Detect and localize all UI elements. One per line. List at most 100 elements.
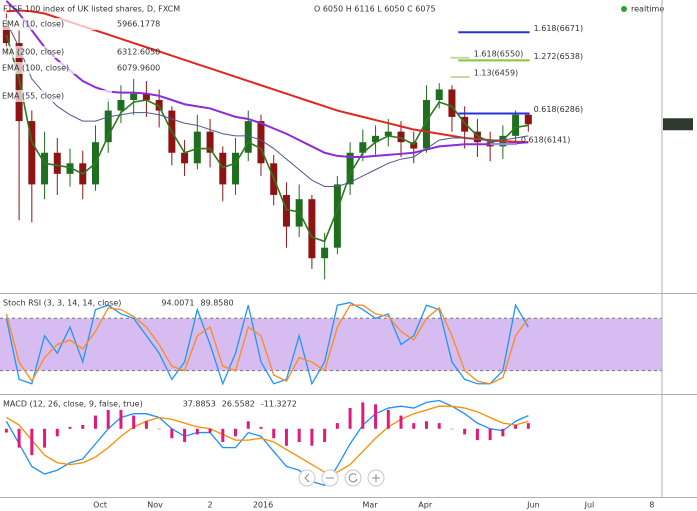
candle-body — [41, 152, 49, 185]
histogram-bar — [412, 423, 416, 429]
indicator-line — [5, 34, 529, 243]
histogram-bar — [361, 402, 365, 429]
realtime-indicator — [621, 6, 627, 12]
reset-button[interactable] — [344, 469, 362, 487]
legend-value: 89.8580 — [200, 299, 233, 308]
labels: 1.618(6671) 1.618(6550) 1.272(6538) 1.13(64… — [0, 5, 693, 510]
fib-label: 1.618(6671) — [534, 24, 584, 33]
candle-body — [346, 152, 354, 185]
plot-area — [0, 0, 662, 487]
candle-body — [193, 131, 201, 164]
fib-label: 0.618(6141) — [521, 136, 571, 145]
histogram-bar — [514, 425, 518, 429]
histogram-bar — [450, 428, 454, 430]
candle-body — [308, 199, 316, 259]
candle-body — [104, 110, 112, 143]
candle-body — [28, 121, 36, 185]
histogram-bar — [55, 428, 59, 437]
legend-name: EMA (10, close) — [2, 20, 64, 29]
legend-box — [0, 62, 112, 74]
candle-body — [257, 121, 265, 164]
histogram-bar — [463, 428, 467, 435]
x-tick-label: Oct — [93, 501, 107, 510]
histogram-bar — [501, 428, 505, 437]
histogram-bar — [272, 428, 276, 439]
legend-value: 26.5582 — [222, 400, 255, 409]
indicator-title: Stoch RSI (3, 3, 14, 14, close) — [3, 299, 121, 308]
histogram-bar — [132, 415, 136, 429]
legend-value: -11.3272 — [261, 400, 297, 409]
histogram-bar — [374, 404, 378, 429]
indicator-line — [5, 301, 529, 386]
indicator-title: MACD (12, 26, close, 9, false, true) — [3, 400, 143, 409]
fib-label: 1.618(6550) — [474, 49, 524, 58]
histogram-bar — [93, 415, 97, 429]
histogram-bar — [30, 428, 34, 456]
histogram-bar — [488, 428, 492, 441]
scroll-left-button[interactable] — [298, 469, 316, 487]
histogram-bar — [475, 428, 479, 441]
histogram-bar — [386, 409, 390, 429]
candle-body — [448, 89, 456, 117]
histogram-bar — [208, 428, 212, 433]
candle-body — [142, 93, 150, 101]
candle-body — [181, 152, 189, 164]
x-tick-label: Mar — [363, 501, 379, 510]
histogram-bar — [424, 421, 428, 429]
zoom-controls — [298, 469, 385, 487]
histogram-bar — [310, 428, 314, 446]
last-price-label: 6235 — [667, 120, 687, 129]
candle-body — [206, 131, 214, 153]
candle-body — [333, 184, 341, 248]
histogram-bar — [43, 428, 47, 448]
legend-name: EMA (100, close) — [2, 64, 69, 73]
histogram-bar — [323, 428, 327, 442]
x-tick-label: Jun — [526, 501, 540, 510]
candle-body — [117, 100, 125, 111]
x-tick-label: 2016 — [253, 501, 273, 510]
histogram-bar — [183, 428, 187, 442]
last-price-tag — [663, 118, 693, 131]
candle-body — [282, 194, 290, 227]
fib-label: 0.618(6286) — [534, 105, 584, 114]
zoom-out-button[interactable] — [321, 469, 339, 487]
candle-body — [155, 100, 163, 111]
x-tick-label: Nov — [147, 501, 163, 510]
zoom-in-button[interactable] — [367, 469, 385, 487]
histogram-bar — [246, 421, 250, 429]
legend-value: 37.8853 — [183, 400, 216, 409]
histogram-bar — [195, 428, 199, 435]
legend-value: 6312.6050 — [117, 48, 160, 57]
histogram-bar — [234, 428, 238, 437]
fib-label: 1.272(6538) — [534, 52, 584, 61]
indicator-line — [5, 399, 529, 487]
histogram-bar — [170, 428, 174, 439]
candle-body — [524, 114, 532, 125]
histogram-bar — [68, 426, 72, 429]
candle-body — [232, 152, 240, 185]
candle-body — [53, 152, 61, 174]
indicator-line — [5, 0, 529, 158]
ohlc-label: O 6050 H 6116 L 6050 C 6075 — [314, 5, 436, 14]
indicator-line — [5, 21, 529, 188]
candle-body — [422, 100, 430, 149]
candle-body — [473, 131, 481, 143]
candle-body — [397, 131, 405, 143]
candle-body — [435, 89, 443, 101]
chart-title: FTSE 100 index of UK listed shares, D, F… — [3, 5, 180, 14]
histogram-bar — [144, 421, 148, 429]
indicator-line — [5, 304, 529, 385]
legend-value: 5966.1778 — [117, 20, 160, 29]
x-tick-label: 2 — [208, 501, 213, 510]
legend-value: 94.0071 — [161, 299, 194, 308]
histogram-bar — [259, 426, 263, 429]
histogram-bar — [284, 428, 288, 446]
candle-body — [244, 121, 252, 153]
legend-box — [0, 18, 112, 30]
histogram-bar — [81, 425, 85, 429]
x-tick-label: Jul — [584, 501, 595, 510]
histogram-bar — [4, 428, 8, 433]
histogram-bar — [526, 423, 530, 429]
legend-value: 6079.9600 — [117, 64, 160, 73]
